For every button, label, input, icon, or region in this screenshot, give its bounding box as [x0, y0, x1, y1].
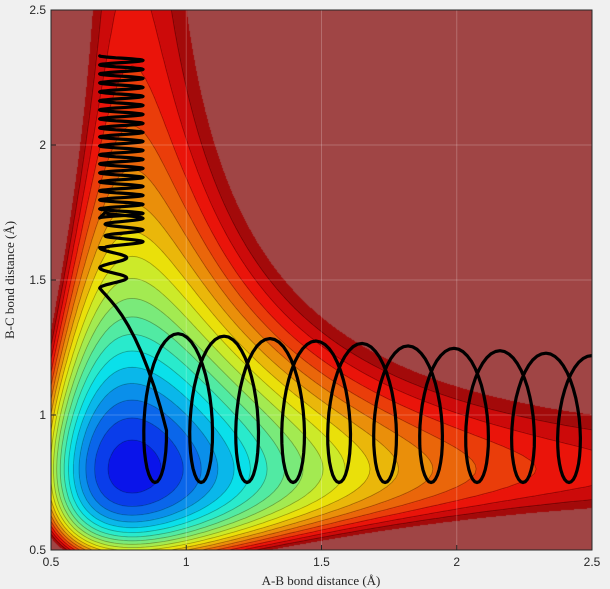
x-tick-label: 0.5 — [43, 555, 60, 569]
contour-line — [51, 125, 477, 550]
contour-line — [51, 168, 434, 550]
trajectory-line — [98, 54, 592, 485]
contour-line — [51, 231, 371, 550]
grid-lines — [51, 10, 592, 550]
y-axis-label: B-C bond distance (Å) — [2, 221, 17, 339]
contour-line — [56, 298, 304, 545]
x-axis: 0.5 1 1.5 2 2.5 — [43, 545, 601, 569]
contour-line — [85, 399, 202, 516]
contour-line — [63, 333, 268, 538]
contour-line — [78, 383, 219, 523]
x-tick-label: 1.5 — [313, 555, 330, 569]
y-tick-label: 2 — [39, 138, 46, 152]
x-tick-label: 2.5 — [584, 555, 601, 569]
x-axis-label: A-B bond distance (Å) — [262, 573, 381, 588]
x-tick-label: 1 — [183, 555, 190, 569]
contour-line — [94, 417, 184, 507]
contour-line — [73, 366, 235, 529]
y-tick-label: 2.5 — [29, 3, 46, 17]
contour-line — [68, 350, 251, 533]
contour-line — [51, 10, 592, 550]
contour-line — [51, 202, 399, 550]
y-axis: 0.5 1 1.5 2 2.5 — [29, 3, 56, 557]
y-tick-label: 1 — [39, 408, 46, 422]
contour-line — [107, 439, 162, 494]
y-tick-label: 0.5 — [29, 543, 46, 557]
plot-area — [50, 9, 593, 551]
y-tick-label: 1.5 — [29, 273, 46, 287]
x-tick-label: 2 — [453, 555, 460, 569]
contour-line — [53, 278, 324, 548]
contour-line — [51, 10, 592, 550]
